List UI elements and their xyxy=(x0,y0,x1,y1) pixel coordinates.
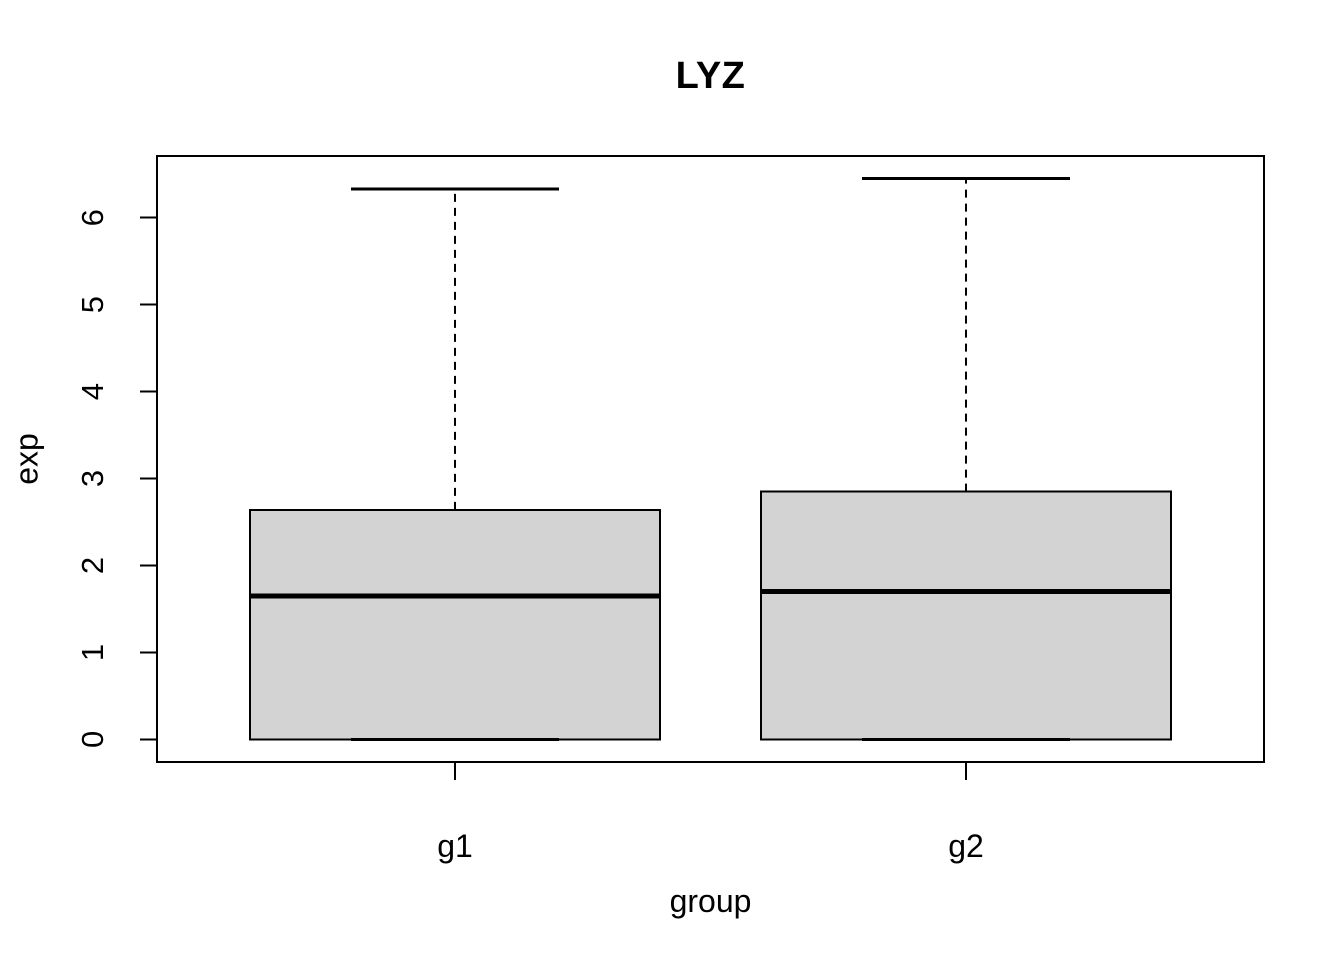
iqr-box xyxy=(249,508,661,741)
y-tick-label: 4 xyxy=(75,383,110,400)
y-tick-label: 1 xyxy=(75,644,110,661)
x-tick-label: g1 xyxy=(437,828,473,864)
y-tick-label: 5 xyxy=(75,296,110,313)
plot-frame xyxy=(156,155,1265,763)
y-tick-label: 0 xyxy=(75,731,110,748)
y-tick-label: 3 xyxy=(75,470,110,487)
x-axis-label: group xyxy=(669,883,752,919)
box-group-g2 xyxy=(760,177,1172,741)
x-tick-label: g2 xyxy=(948,828,984,864)
box-group-g1 xyxy=(249,187,661,741)
y-tick-label: 6 xyxy=(75,209,110,226)
y-tick-label: 2 xyxy=(75,557,110,574)
y-axis-label: exp xyxy=(8,433,45,485)
iqr-box xyxy=(760,490,1172,741)
chart-title: LYZ xyxy=(675,55,746,97)
